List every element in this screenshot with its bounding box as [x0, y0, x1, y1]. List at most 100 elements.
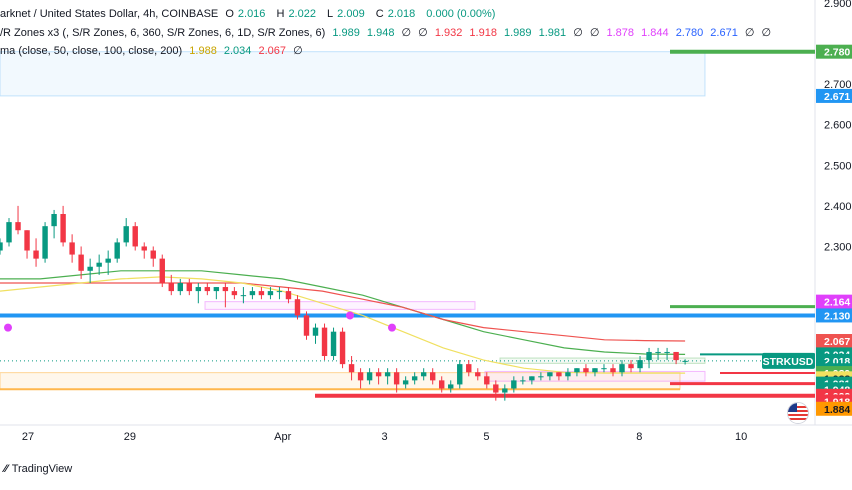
candle-body: [366, 372, 373, 381]
price-label: 2.164: [824, 297, 850, 309]
ind1-val-0: 1.989: [332, 27, 360, 39]
candle-body: [24, 230, 30, 251]
candle-body: [610, 368, 616, 373]
candle-body: [195, 287, 202, 292]
symbol-tag: STRKUSD: [763, 356, 814, 368]
candle-body: [529, 376, 535, 381]
symbol-line: arknet / United States Dollar, 4h, COINB…: [0, 8, 219, 20]
indicator-legend-ma[interactable]: ma (close, 50, close, 100, close, 200) 1…: [0, 44, 307, 57]
candle-body: [168, 282, 174, 292]
candle-body: [348, 364, 355, 373]
marker-dot: [388, 323, 396, 332]
x-tick-label: 5: [483, 431, 489, 443]
candle-body: [520, 380, 526, 382]
candle-body: [330, 331, 337, 357]
price-label-box: [816, 294, 852, 309]
ind1-val-2: ∅: [401, 27, 412, 39]
candle-body: [33, 250, 39, 259]
candle-body: [339, 331, 346, 365]
candle-body: [619, 364, 625, 373]
candle-body: [312, 327, 319, 336]
y-tick-label: 2.400: [824, 201, 852, 213]
indicator-name: /R Zones x3 (, S/R Zones, 6, 360, S/R Zo…: [0, 27, 326, 39]
price-label: 2.130: [824, 310, 850, 322]
price-label-box: [816, 401, 852, 416]
ma-200-line: [0, 276, 686, 374]
ind1-val-4: 1.932: [434, 27, 463, 39]
candle-body: [213, 287, 220, 292]
candle-body: [249, 291, 256, 296]
candle-body: [150, 250, 156, 259]
candle-body: [123, 226, 129, 243]
candle-body: [493, 384, 499, 393]
candle-body: [384, 372, 391, 377]
ohlc-close: C 2.018: [375, 8, 416, 20]
candle-body: [565, 372, 571, 377]
candle-body: [592, 368, 598, 373]
candle-body: [177, 282, 183, 292]
candle-body: [222, 287, 229, 292]
ind1-val-15: ∅: [761, 27, 772, 39]
price-label-box: [816, 88, 852, 103]
candle-body: [186, 282, 193, 292]
candle-body: [628, 364, 634, 369]
us-flag-icon[interactable]: [787, 402, 809, 424]
footer-bar: ⁄⁄ TradingView: [0, 455, 852, 485]
y-tick-label: 2.700: [824, 79, 852, 91]
candle-body: [258, 291, 265, 296]
ind1-val-11: 1.844: [641, 27, 669, 39]
x-tick-label: Apr: [274, 431, 291, 443]
x-tick-label: 10: [735, 431, 747, 443]
candle-body: [69, 242, 75, 255]
ind1-val-7: 1.981: [538, 27, 567, 39]
candle-body: [502, 388, 508, 393]
candle-body: [673, 351, 679, 361]
ind1-val-1: 1.948: [366, 27, 395, 39]
tradingview-logo[interactable]: ⁄⁄ TradingView: [4, 463, 72, 475]
candle-body: [411, 376, 418, 381]
ma-100-line: [0, 282, 686, 342]
candle-body: [439, 380, 445, 389]
candle-body: [240, 295, 247, 297]
candle-body: [141, 246, 147, 251]
ind1-val-13: 2.671: [710, 27, 738, 39]
candle-body: [321, 327, 328, 357]
price-label-box: [816, 334, 852, 349]
ohlc-change: 0.000 (0.00%): [426, 8, 496, 20]
candle-body: [78, 254, 84, 271]
ind1-val-8: ∅: [573, 27, 583, 39]
candle-body: [159, 258, 165, 283]
candle-body: [357, 372, 364, 381]
candle-body: [574, 368, 580, 373]
ind2-val-3: ∅: [293, 45, 303, 57]
candle-body: [556, 372, 562, 377]
candle-body: [448, 384, 454, 389]
candle-body: [231, 291, 238, 296]
candle-body: [484, 376, 490, 385]
symbol-tag-box: [762, 352, 815, 369]
candle-body: [294, 299, 301, 316]
candle-body: [646, 351, 652, 361]
y-tick-label: 2.600: [824, 120, 852, 132]
ind2-val-1: 2.034: [223, 45, 252, 57]
y-tick-label: 2.300: [824, 241, 852, 253]
ind2-val-2: 2.067: [258, 45, 286, 57]
indicator-legend-sr-zones[interactable]: /R Zones x3 (, S/R Zones, 6, 360, S/R Zo…: [0, 26, 775, 39]
ma-50-line: [0, 270, 686, 355]
candle-body: [132, 226, 138, 247]
candle-body: [664, 351, 670, 353]
candle-body: [402, 380, 409, 385]
price-label: 1.884: [824, 404, 850, 416]
candle-body: [276, 291, 283, 293]
candle-body: [655, 351, 661, 353]
candle-body: [637, 360, 643, 369]
candle-body: [466, 364, 472, 373]
ind1-val-9: ∅: [589, 27, 600, 39]
x-tick-label: 29: [124, 431, 136, 443]
ind1-val-5: 1.918: [469, 27, 497, 39]
x-tick-label: 27: [22, 431, 34, 443]
ind2-val-0: 1.988: [189, 45, 217, 57]
x-tick-label: 8: [636, 431, 642, 443]
